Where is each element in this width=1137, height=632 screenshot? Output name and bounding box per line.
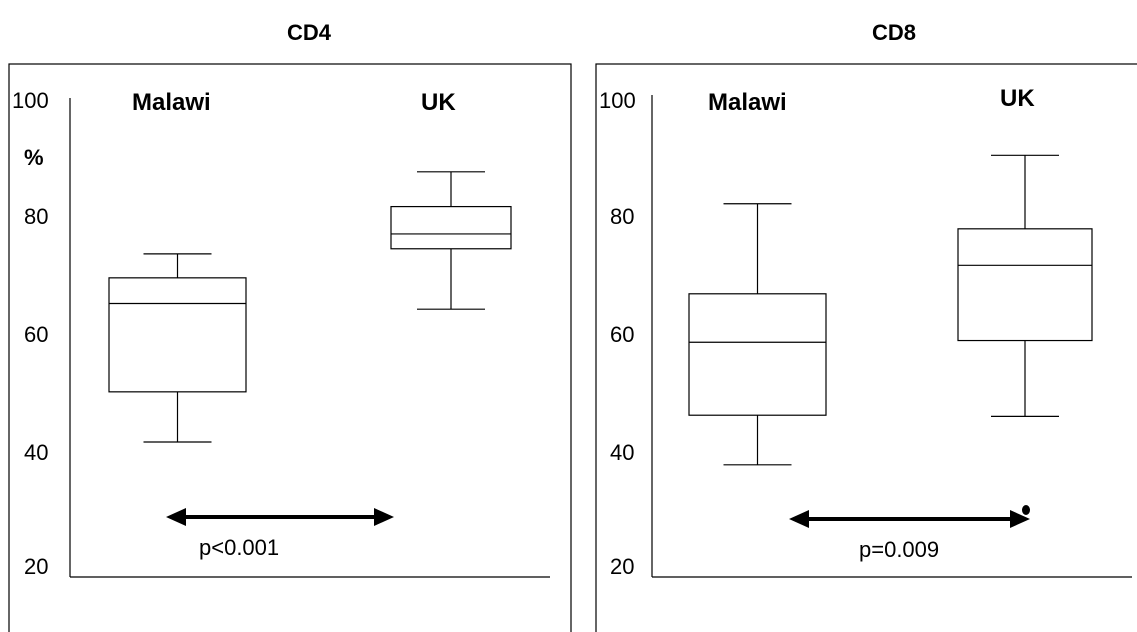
category-label-malawi: Malawi <box>132 89 211 116</box>
y-tick-label: 80 <box>24 204 48 229</box>
box-plot-malawi <box>688 203 827 466</box>
y-tick-label: 20 <box>610 554 634 579</box>
box-plot-uk <box>957 154 1093 417</box>
panel-title: CD8 <box>872 20 916 45</box>
y-tick-label: 20 <box>24 554 48 579</box>
y-axis-unit: % <box>24 145 44 170</box>
panel-cd4: CD4 100 80 60 40 20 % Malawi UK p<0.001 <box>8 20 572 632</box>
y-tick-label: 100 <box>599 88 636 113</box>
y-tick-label: 40 <box>24 440 48 465</box>
y-tick-label: 60 <box>24 322 48 347</box>
y-tick-label: 60 <box>610 322 634 347</box>
p-value-label: p=0.009 <box>859 537 939 562</box>
panel-title: CD4 <box>287 20 332 45</box>
category-label-uk: UK <box>1000 85 1035 112</box>
category-label-uk: UK <box>421 89 456 116</box>
y-tick-label: 80 <box>610 204 634 229</box>
panel-frame <box>595 63 1137 632</box>
panel-frame <box>8 63 572 632</box>
y-tick-label: 100 <box>12 88 49 113</box>
box-iqr <box>390 205 512 250</box>
panel-cd8: CD8 100 80 60 40 20 Malawi UK p=0.009 <box>595 20 1137 632</box>
box-iqr <box>957 228 1093 342</box>
box-plot-malawi <box>108 253 247 443</box>
comparison-arrow <box>166 508 394 526</box>
box-iqr <box>688 293 827 416</box>
p-value-label: p<0.001 <box>199 535 279 560</box>
box-iqr <box>108 277 247 393</box>
comparison-arrow <box>789 505 1030 528</box>
y-tick-label: 40 <box>610 440 634 465</box>
box-plot-uk <box>390 171 512 310</box>
category-label-malawi: Malawi <box>708 89 787 116</box>
